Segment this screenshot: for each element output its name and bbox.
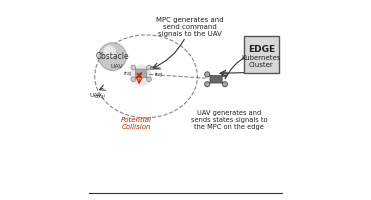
Circle shape [205, 82, 210, 87]
Circle shape [131, 65, 136, 70]
Text: Obstacle: Obstacle [96, 52, 129, 61]
Circle shape [104, 45, 116, 58]
FancyBboxPatch shape [135, 69, 147, 78]
Circle shape [222, 72, 227, 77]
Circle shape [99, 43, 127, 70]
Text: traj: traj [124, 71, 132, 76]
Text: Kubernetes
Cluster: Kubernetes Cluster [242, 55, 281, 68]
Text: Obs: Obs [150, 66, 162, 71]
Text: MPC generates and
send command
signals to the UAV: MPC generates and send command signals t… [155, 17, 223, 37]
FancyBboxPatch shape [244, 36, 279, 73]
Circle shape [147, 77, 151, 82]
Text: UAV: UAV [111, 64, 124, 69]
Circle shape [131, 77, 136, 82]
Text: traj: traj [155, 72, 163, 77]
Text: EDGE: EDGE [248, 45, 275, 54]
Circle shape [147, 65, 151, 70]
Circle shape [222, 82, 227, 87]
FancyBboxPatch shape [210, 76, 222, 83]
Circle shape [130, 64, 152, 86]
Text: ctraj: ctraj [94, 94, 105, 99]
Circle shape [205, 72, 210, 77]
Text: UAV generates and
sends states signals to
the MPC on the edge: UAV generates and sends states signals t… [191, 110, 267, 130]
Text: Potential
Collision: Potential Collision [121, 117, 152, 130]
Text: UAV: UAV [90, 93, 102, 98]
